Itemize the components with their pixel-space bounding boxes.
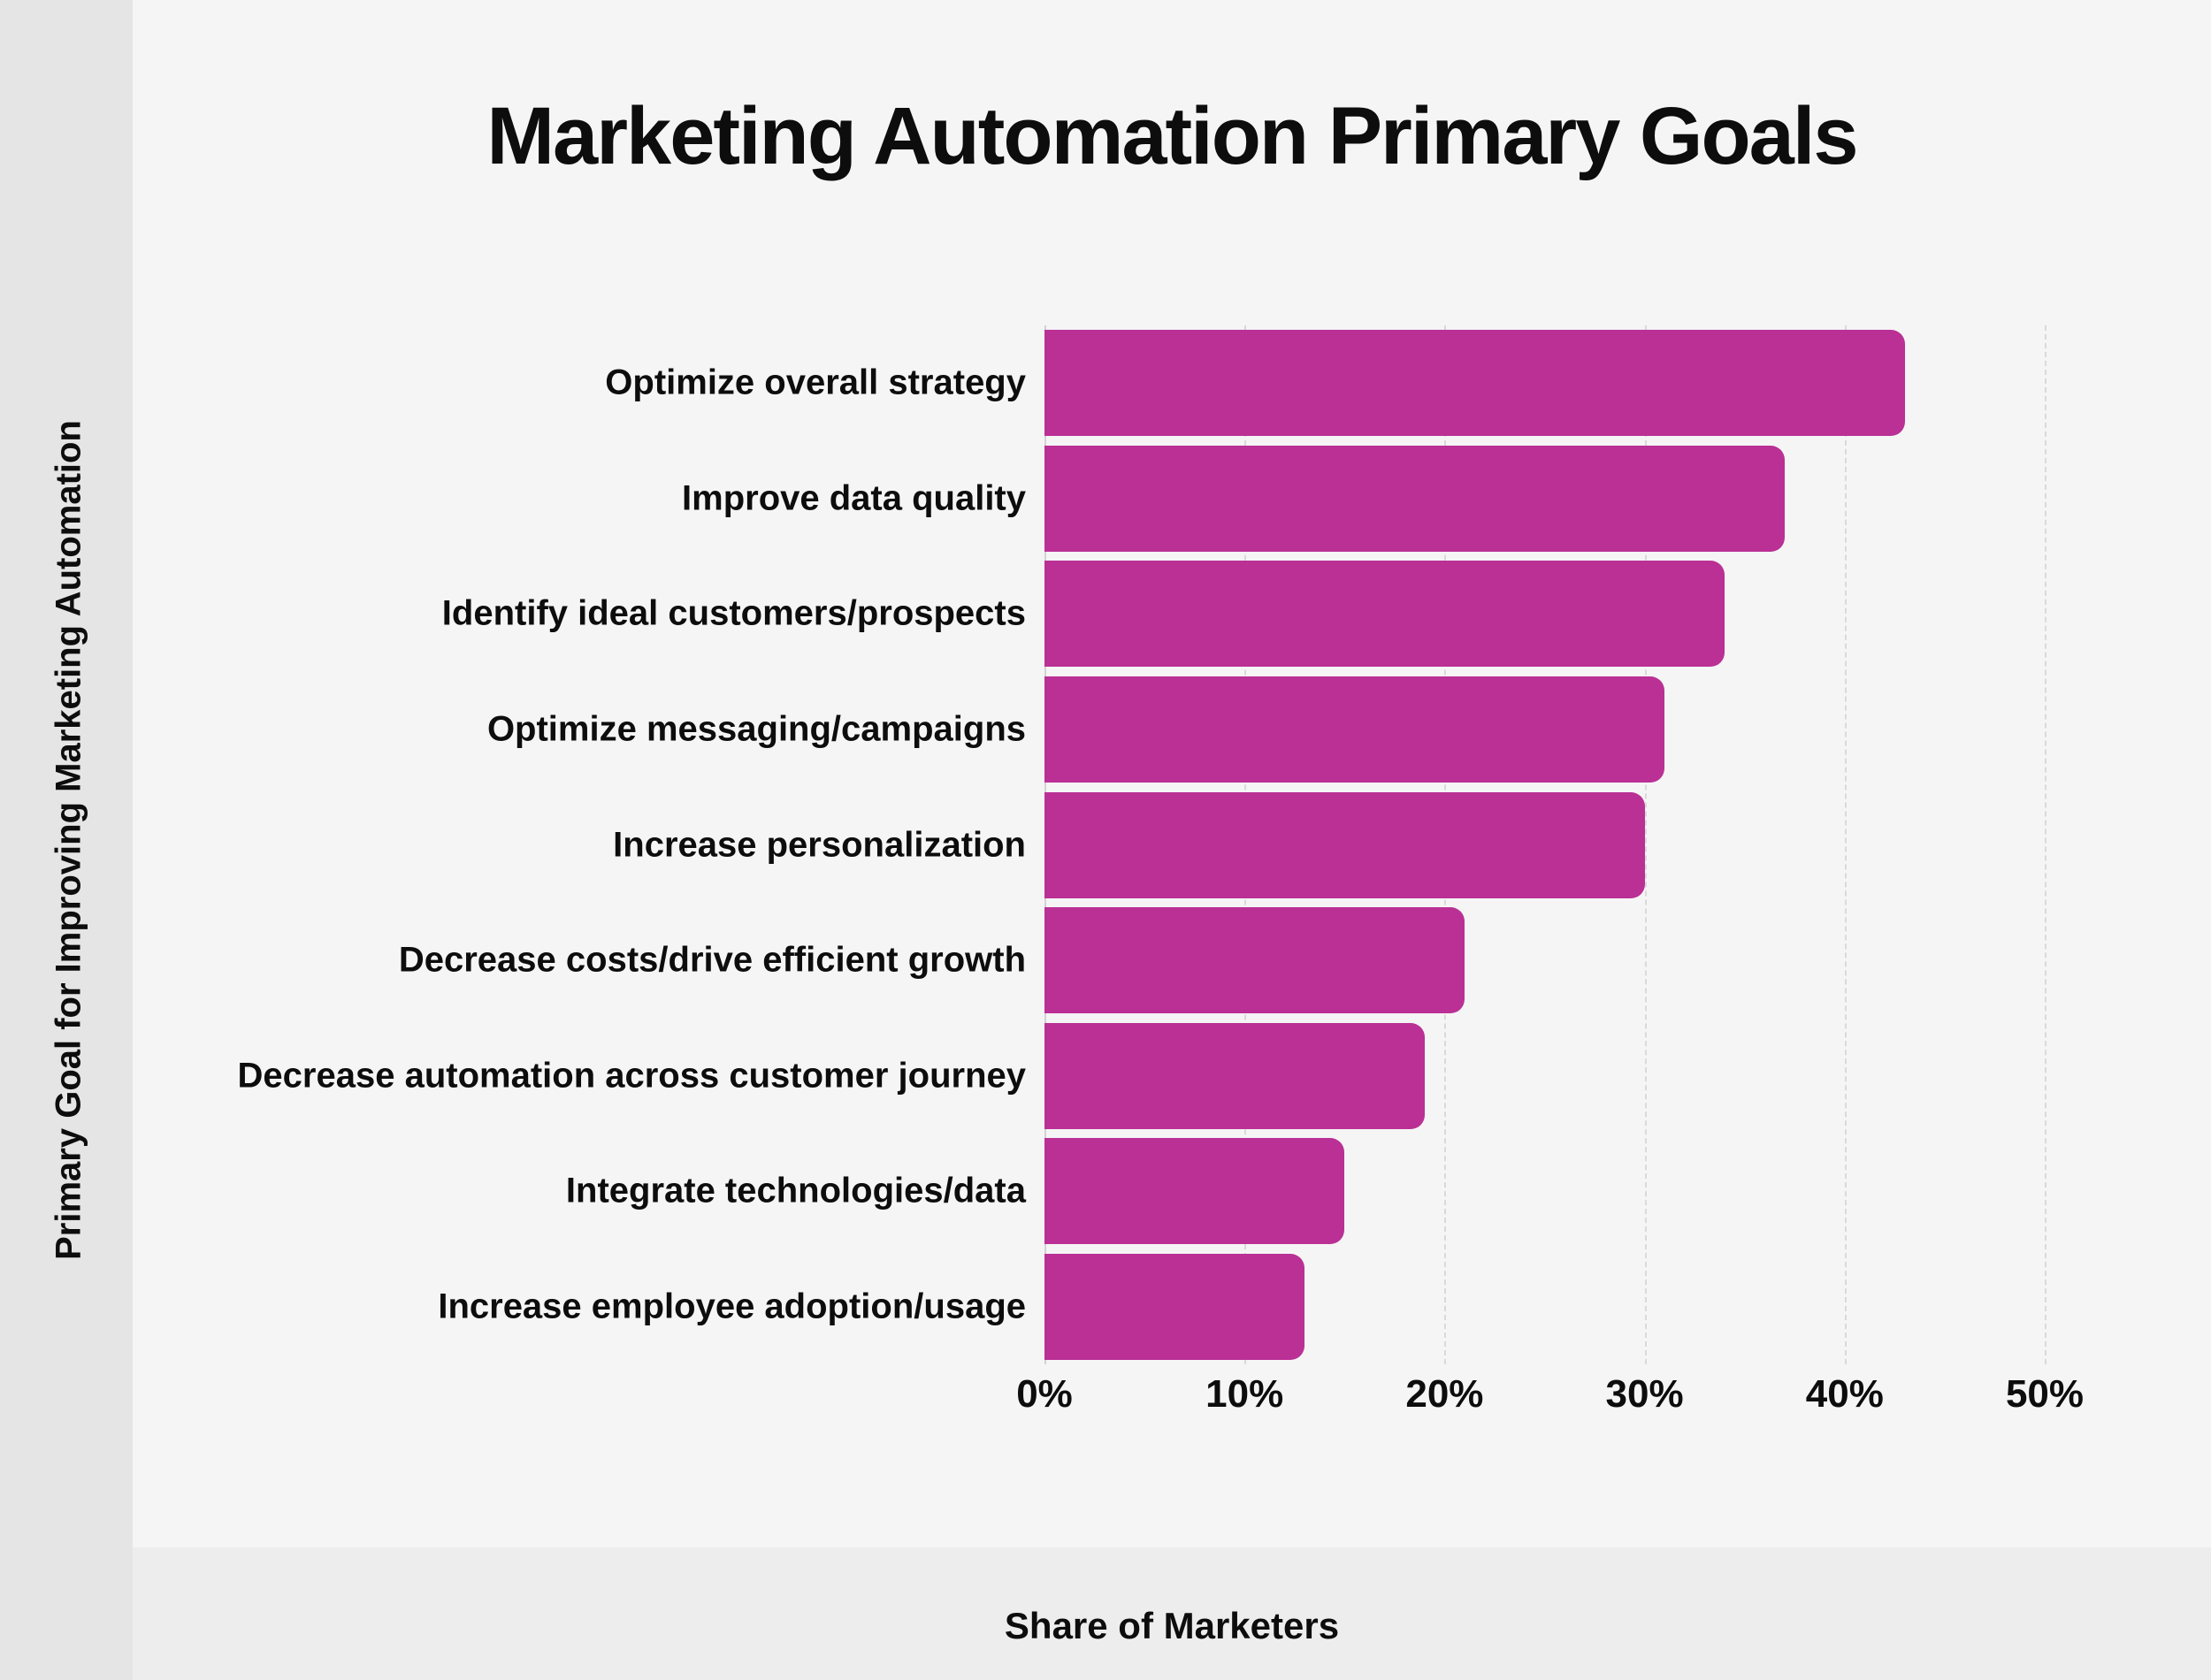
left-axis-band <box>0 0 133 1680</box>
x-tick-label: 10% <box>1205 1372 1284 1416</box>
category-label: Decrease costs/drive efficient growth <box>398 940 1026 980</box>
category-label: Optimize overall strategy <box>605 363 1026 402</box>
bottom-axis-band <box>133 1547 2211 1680</box>
category-label: Improve data quality <box>682 478 1026 518</box>
category-label: Increase employee adoption/usage <box>438 1287 1026 1326</box>
x-tick-label: 50% <box>2005 1372 2085 1416</box>
gridline <box>2045 325 2047 1364</box>
bar <box>1044 445 1785 552</box>
bar <box>1044 791 1645 898</box>
bar <box>1044 676 1665 783</box>
chart-title: Marketing Automation Primary Goals <box>486 91 1858 181</box>
bar <box>1044 330 1905 437</box>
bar <box>1044 907 1465 1014</box>
x-axis-title: Share of Marketers <box>1004 1605 1340 1646</box>
bar <box>1044 1253 1305 1360</box>
category-label: Increase personalization <box>613 825 1026 864</box>
category-label: Integrate technologies/data <box>565 1171 1026 1210</box>
gridline <box>1644 325 1647 1364</box>
x-tick-label: 20% <box>1405 1372 1484 1416</box>
gridline <box>1844 325 1847 1364</box>
bar <box>1044 1138 1345 1245</box>
x-tick-label: 0% <box>1016 1372 1073 1416</box>
category-label: Identify ideal customers/prospects <box>441 593 1026 633</box>
bar <box>1044 561 1725 668</box>
x-tick-label: 40% <box>1805 1372 1884 1416</box>
category-label: Decrease automation across customer jour… <box>237 1056 1026 1096</box>
x-tick-label: 30% <box>1605 1372 1684 1416</box>
bar <box>1044 1022 1425 1129</box>
category-label: Optimize messaging/campaigns <box>486 709 1026 749</box>
y-axis-title: Primary Goal for Improving Marketing Aut… <box>49 420 88 1260</box>
